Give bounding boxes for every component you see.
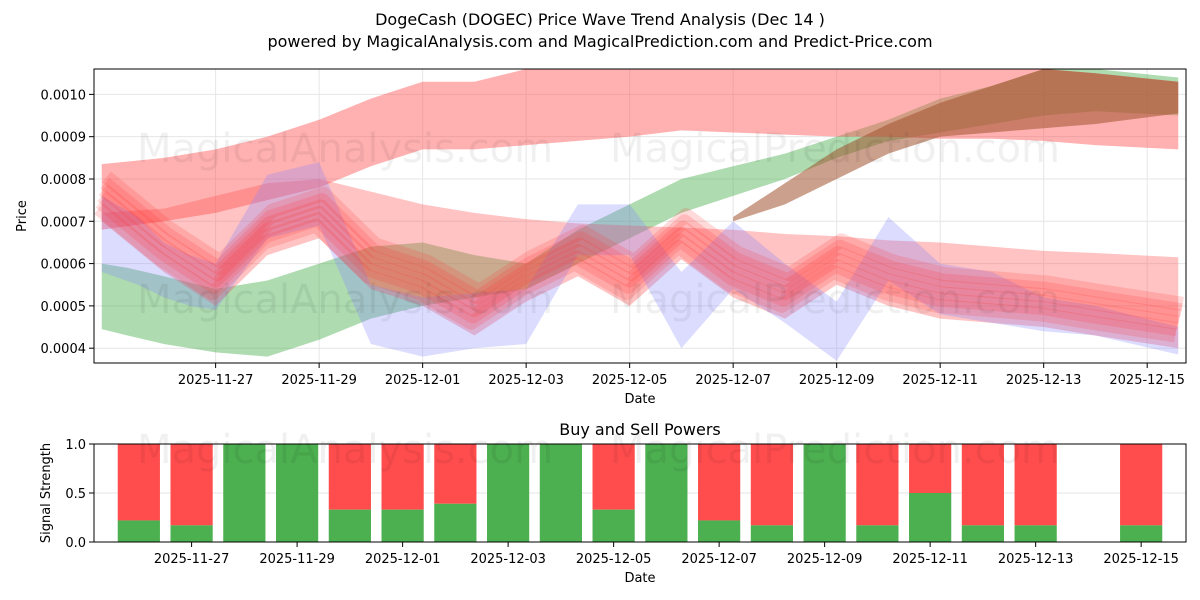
signal-x-tick-4: 2025-12-05 (576, 552, 652, 567)
signal-x-tick-3: 2025-12-03 (470, 552, 546, 567)
signal-x-axis-label: Date (624, 571, 655, 586)
watermark-prediction: MagicalPrediction.com (610, 126, 1060, 172)
band-brown-overlap (733, 69, 1179, 222)
signal-x-tick-0: 2025-11-27 (154, 552, 230, 567)
chart-subtitle: powered by MagicalAnalysis.com and Magic… (267, 32, 932, 51)
buy-bar-6 (434, 503, 477, 542)
sell-bar-11 (698, 444, 741, 521)
watermark-prediction-3: MagicalPrediction.com (610, 427, 1060, 473)
buy-bar-3 (276, 444, 319, 542)
wave-line-4 (100, 177, 1183, 318)
price-y-tick-5: 0.0009 (41, 131, 87, 146)
buy-bar-18 (1120, 525, 1163, 542)
price-x-tick-6: 2025-12-09 (799, 373, 875, 388)
price-x-axis-label: Date (624, 392, 655, 407)
signal-bars (117, 444, 1163, 542)
wave-line-0 (94, 203, 1177, 343)
buy-bar-7 (487, 444, 530, 542)
wave-line-3 (98, 184, 1181, 324)
signal-y-axis-label: Signal Strength (39, 443, 54, 543)
price-y-tick-3: 0.0007 (41, 215, 87, 230)
price-wave-lines (94, 171, 1184, 343)
sell-bar-16 (961, 444, 1004, 526)
watermark-analysis-3: MagicalAnalysis.com (137, 427, 553, 473)
price-x-tick-1: 2025-11-29 (281, 373, 357, 388)
price-x-tick-8: 2025-12-13 (1006, 373, 1082, 388)
buy-bar-16 (961, 525, 1004, 542)
signal-y-tick-2: 1.0 (65, 438, 86, 453)
price-x-tick-7: 2025-12-11 (902, 373, 978, 388)
buy-bar-12 (750, 525, 793, 542)
chart-title: DogeCash (DOGEC) Price Wave Trend Analys… (375, 10, 825, 29)
price-y-tick-1: 0.0005 (41, 300, 87, 315)
buy-bar-13 (803, 444, 846, 542)
signal-y-ticks: 0.0 0.5 1.0 (65, 438, 94, 551)
price-x-tick-3: 2025-12-03 (488, 373, 564, 388)
price-bands (101, 69, 1179, 361)
watermark-analysis: MagicalAnalysis.com (137, 126, 553, 172)
signal-panel: Buy and Sell Powers MagicalAnalysis.com … (39, 420, 1187, 586)
signal-x-ticks: 2025-11-27 2025-11-29 2025-12-01 2025-12-03… (154, 542, 1179, 567)
signal-y-tick-0: 0.0 (65, 536, 86, 551)
buy-bar-5 (381, 509, 424, 542)
buy-bar-0 (117, 520, 160, 542)
sell-bar-4 (328, 444, 371, 510)
band-blue-wave (101, 162, 1179, 361)
buy-bar-14 (856, 525, 899, 542)
sell-bar-6 (434, 444, 477, 504)
price-plot-frame (93, 68, 1187, 364)
buy-bar-4 (328, 509, 371, 542)
sell-bar-14 (856, 444, 899, 526)
signal-x-tick-1: 2025-11-29 (259, 552, 335, 567)
signal-x-tick-9: 2025-12-15 (1103, 552, 1179, 567)
sell-bar-1 (170, 444, 213, 526)
price-panel: MagicalAnalysis.com MagicalPrediction.co… (15, 68, 1187, 407)
price-x-ticks: 2025-11-27 2025-11-29 2025-12-01 2025-12-03… (178, 363, 1185, 388)
sell-bar-12 (750, 444, 793, 526)
watermark-prediction-2: MagicalPrediction.com (610, 277, 1060, 323)
price-y-ticks: 0.0004 0.0005 0.0006 0.0007 0.0008 0.0009 0.00… (41, 88, 94, 357)
signal-y-tick-1: 0.5 (65, 487, 86, 502)
price-x-tick-5: 2025-12-07 (695, 373, 771, 388)
wave-line-5 (101, 171, 1184, 311)
buy-bar-8 (539, 444, 582, 542)
band-red-lower-trend (101, 178, 1179, 349)
price-x-tick-4: 2025-12-05 (592, 373, 668, 388)
buy-bar-1 (170, 525, 213, 542)
band-red-upper-trend (101, 69, 1179, 230)
signal-x-tick-8: 2025-12-13 (998, 552, 1074, 567)
buy-bar-9 (592, 509, 635, 542)
price-y-tick-4: 0.0008 (41, 173, 87, 188)
sell-bar-0 (117, 444, 160, 521)
signal-x-tick-2: 2025-12-01 (365, 552, 441, 567)
signal-x-tick-5: 2025-12-07 (681, 552, 757, 567)
sell-bar-15 (909, 444, 952, 493)
price-x-tick-0: 2025-11-27 (178, 373, 254, 388)
buy-bar-2 (223, 444, 266, 542)
sell-bar-5 (381, 444, 424, 510)
signal-x-tick-6: 2025-12-09 (787, 552, 863, 567)
buy-bar-10 (645, 444, 688, 542)
buy-bar-17 (1014, 525, 1057, 542)
band-green-trend (101, 69, 1179, 357)
sell-bar-17 (1014, 444, 1057, 526)
wave-line-2 (97, 190, 1180, 330)
sell-bar-18 (1120, 444, 1163, 526)
watermark-analysis-2: MagicalAnalysis.com (137, 277, 553, 323)
price-y-tick-0: 0.0004 (41, 342, 87, 357)
price-y-tick-6: 0.0010 (41, 88, 87, 103)
price-x-tick-9: 2025-12-15 (1109, 373, 1185, 388)
signal-title: Buy and Sell Powers (559, 420, 721, 439)
signal-x-tick-7: 2025-12-11 (892, 552, 968, 567)
buy-bar-11 (698, 520, 741, 542)
buy-bar-15 (909, 493, 952, 542)
wave-line-1 (95, 196, 1178, 337)
price-x-tick-2: 2025-12-01 (385, 373, 461, 388)
price-y-axis-label: Price (15, 200, 30, 232)
sell-bar-9 (592, 444, 635, 510)
price-y-tick-2: 0.0006 (41, 258, 87, 273)
